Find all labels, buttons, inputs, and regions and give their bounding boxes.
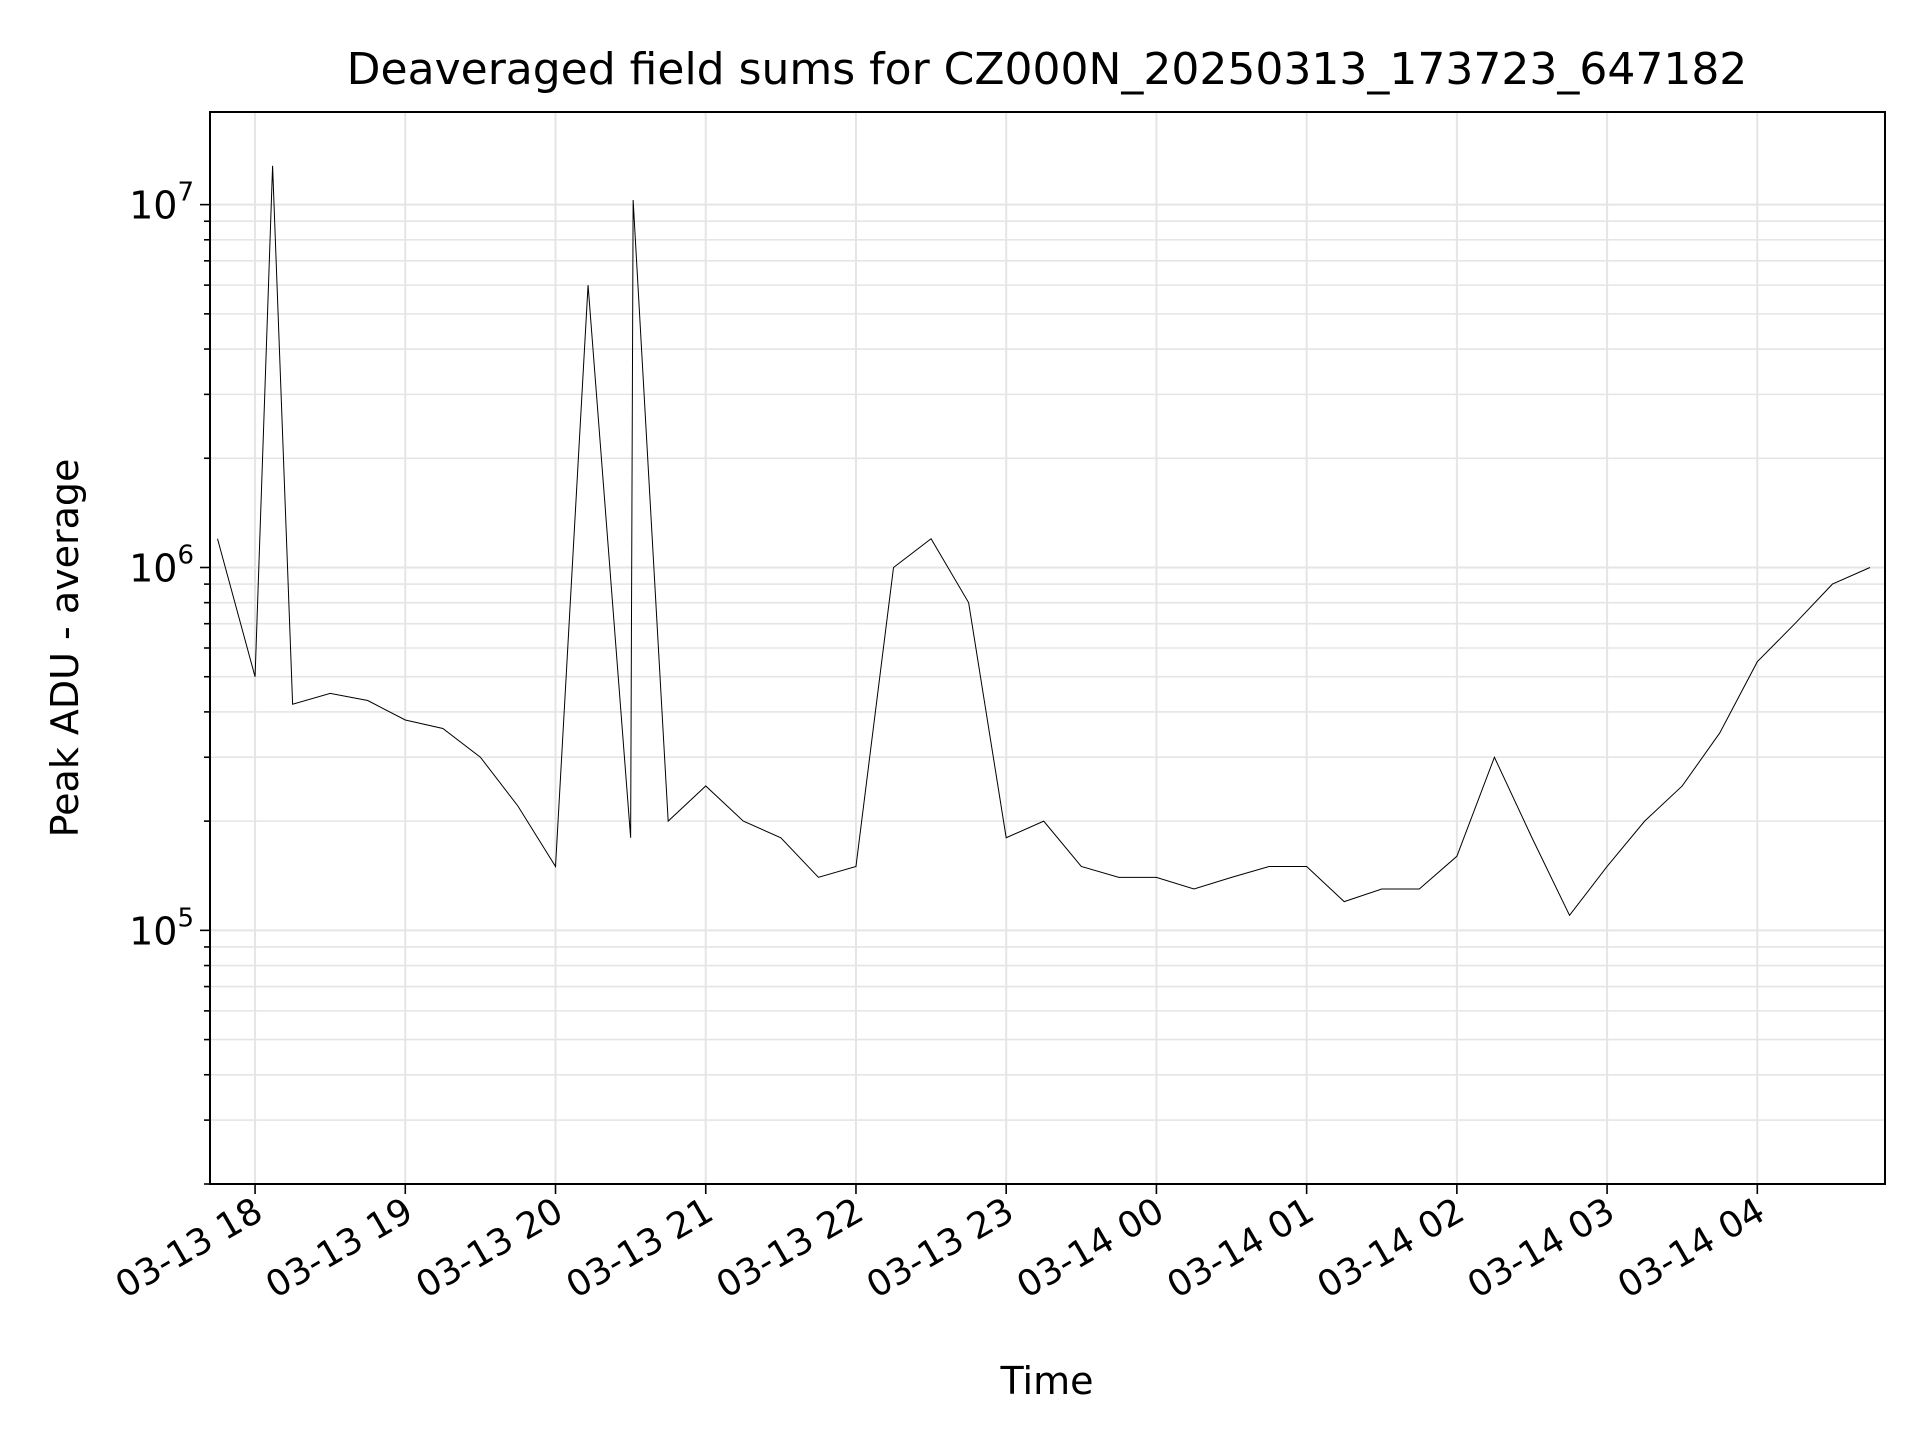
grid-lines [210,112,1885,1185]
y-tick-label: 106 [129,540,194,590]
y-axis: 105 106 107 [129,178,210,1185]
y-tick-label: 107 [129,178,194,228]
chart-title: Deaveraged field sums for CZ000N_2025031… [347,44,1748,95]
y-tick-label: 105 [129,903,194,953]
x-axis-label: Time [1000,1359,1094,1403]
series-line-peak-adu [217,165,1871,917]
plot-area [217,165,1871,917]
y-axis-label: Peak ADU - average [43,459,87,838]
